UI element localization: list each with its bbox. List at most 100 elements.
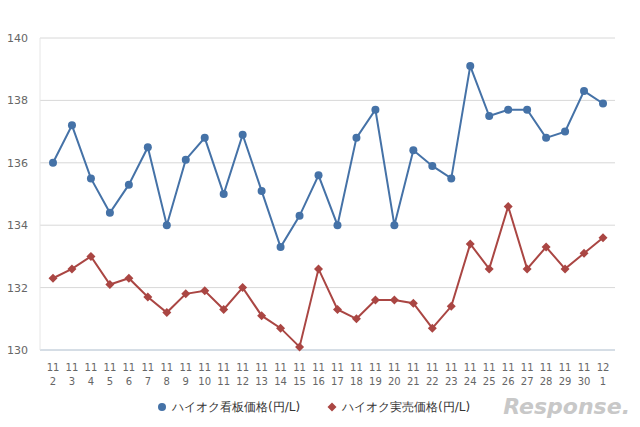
x-tick-label-line: 26 <box>502 376 515 387</box>
y-tick-label: 138 <box>7 94 28 107</box>
x-tick-label-line: 24 <box>464 376 477 387</box>
x-tick-label: 1114 <box>274 362 287 387</box>
x-tick-label: 1126 <box>502 362 515 387</box>
x-tick-label: 1116 <box>312 362 325 387</box>
x-tick-label: 1129 <box>559 362 572 387</box>
point <box>599 100 607 108</box>
x-tick-label-line: 11 <box>483 362 496 373</box>
point <box>124 274 133 283</box>
x-tick-label-line: 11 <box>85 362 98 373</box>
point <box>163 221 171 229</box>
point <box>219 305 228 314</box>
x-tick-label-line: 11 <box>66 362 79 373</box>
x-tick-label: 115 <box>104 362 117 387</box>
point <box>561 264 570 273</box>
point <box>162 308 171 317</box>
point <box>277 243 285 251</box>
point <box>447 302 456 311</box>
x-tick-label: 1111 <box>217 362 230 387</box>
y-tick-label: 132 <box>7 282 28 295</box>
y-axis <box>40 38 41 350</box>
x-tick-label-line: 15 <box>293 376 306 387</box>
x-tick-label: 1110 <box>198 362 211 387</box>
x-tick-label-line: 11 <box>141 362 154 373</box>
x-tick-label: 1119 <box>369 362 382 387</box>
point <box>466 62 474 70</box>
point <box>333 221 341 229</box>
point <box>105 280 114 289</box>
x-tick-label-line: 20 <box>388 376 401 387</box>
x-tick-label-line: 21 <box>407 376 420 387</box>
series-line <box>53 206 603 346</box>
x-tick-label-line: 2 <box>50 376 56 387</box>
x-tick-label: 1120 <box>388 362 401 387</box>
point <box>143 292 152 301</box>
x-tick-label-line: 27 <box>521 376 534 387</box>
x-tick-label-line: 11 <box>236 362 249 373</box>
point <box>239 131 247 139</box>
chart: 1301321341361381401121131141151161171181… <box>0 0 640 427</box>
grid-line <box>40 162 615 163</box>
x-tick-label: 1127 <box>521 362 534 387</box>
point <box>466 239 475 248</box>
grid-line <box>40 225 615 226</box>
point <box>276 324 285 333</box>
x-tick-label-line: 11 <box>331 362 344 373</box>
x-tick-label-line: 13 <box>255 376 268 387</box>
legend-label: ハイオク看板価格(円/L) <box>171 400 300 414</box>
x-tick-label: 117 <box>141 362 154 387</box>
x-tick-label-line: 11 <box>407 362 420 373</box>
x-tick-label-line: 7 <box>145 376 151 387</box>
point <box>599 233 608 242</box>
x-tick-label-line: 11 <box>426 362 439 373</box>
point <box>314 264 323 273</box>
legend-label: ハイオク実売価格(円/L) <box>341 400 470 414</box>
x-tick-label-line: 11 <box>179 362 192 373</box>
point <box>220 190 228 198</box>
x-tick-label-line: 11 <box>293 362 306 373</box>
point <box>409 299 418 308</box>
point <box>296 212 304 220</box>
point <box>371 106 379 114</box>
x-tick-label-line: 11 <box>160 362 173 373</box>
point <box>258 187 266 195</box>
x-tick-label-line: 25 <box>483 376 496 387</box>
x-tick-label-line: 4 <box>88 376 94 387</box>
grid-line <box>40 38 615 39</box>
point <box>542 134 550 142</box>
x-tick-label-line: 3 <box>69 376 75 387</box>
x-tick-label-line: 16 <box>312 376 325 387</box>
x-tick-label-line: 17 <box>331 376 344 387</box>
x-tick-label-line: 11 <box>198 362 211 373</box>
point <box>315 171 323 179</box>
x-tick-label-line: 11 <box>540 362 553 373</box>
point <box>333 305 342 314</box>
x-tick-label-line: 11 <box>559 362 572 373</box>
x-tick-label: 1125 <box>483 362 496 387</box>
watermark: Response. <box>503 394 630 419</box>
point <box>200 286 209 295</box>
point <box>561 128 569 136</box>
point <box>87 174 95 182</box>
point <box>428 162 436 170</box>
x-tick-label-line: 18 <box>350 376 363 387</box>
point <box>257 311 266 320</box>
x-tick-label-line: 22 <box>426 376 439 387</box>
x-tick-label-line: 14 <box>274 376 287 387</box>
point <box>125 181 133 189</box>
point <box>523 106 531 114</box>
x-tick-label: 1121 <box>407 362 420 387</box>
x-tick-label-line: 30 <box>578 376 591 387</box>
x-tick-label-line: 6 <box>126 376 132 387</box>
point <box>106 209 114 217</box>
x-tick-label-line: 23 <box>445 376 458 387</box>
x-tick-label: 1113 <box>255 362 268 387</box>
legend-marker <box>158 403 166 411</box>
x-tick-label-line: 12 <box>236 376 249 387</box>
x-tick-label-line: 29 <box>559 376 572 387</box>
x-tick-label-line: 19 <box>369 376 382 387</box>
x-tick-label-line: 11 <box>464 362 477 373</box>
x-tick-label: 112 <box>47 362 60 387</box>
x-tick-label-line: 11 <box>104 362 117 373</box>
x-tick-label: 1128 <box>540 362 553 387</box>
